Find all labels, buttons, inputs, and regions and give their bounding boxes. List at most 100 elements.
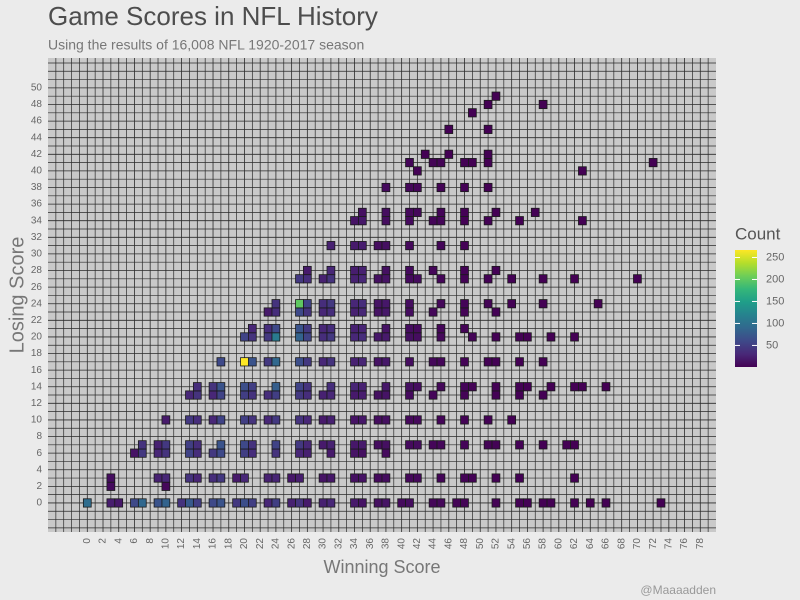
y-tick-label: 34 (31, 215, 43, 226)
heat-cell (373, 307, 383, 317)
heat-cell (483, 149, 493, 159)
heat-cell (263, 324, 273, 334)
heat-cell (381, 473, 391, 483)
x-tick-label: 70 (632, 538, 643, 550)
heat-cell (373, 299, 383, 309)
heat-cell (350, 299, 359, 309)
heat-cell (468, 158, 477, 168)
heat-cell (405, 265, 414, 276)
heat-cell (405, 440, 414, 450)
y-tick-label: 16 (31, 365, 43, 376)
heat-cell (413, 166, 422, 176)
heat-cell (287, 498, 296, 508)
heat-cell (326, 299, 336, 309)
heat-cell (460, 241, 469, 251)
heat-cell (428, 265, 438, 276)
heat-cell (413, 382, 422, 392)
heat-cell (468, 108, 477, 118)
heat-cell (326, 448, 336, 458)
colorbar (735, 250, 757, 367)
x-tick-label: 26 (286, 538, 297, 550)
heat-cell (208, 473, 218, 483)
heat-cell (303, 274, 312, 284)
heat-cell (350, 241, 359, 251)
heat-cell (216, 448, 226, 458)
heat-cell (413, 182, 422, 193)
heat-cell (247, 415, 257, 425)
heat-cell (444, 149, 454, 159)
heat-cell (436, 207, 446, 217)
heat-cell (405, 207, 414, 217)
heat-cell (436, 216, 446, 226)
heat-cell (137, 498, 147, 508)
heat-cell (263, 332, 273, 342)
heat-cell (460, 265, 469, 276)
heat-cell (185, 448, 194, 458)
heat-cell (358, 265, 367, 276)
heat-cell (483, 99, 493, 110)
heat-cell (546, 332, 556, 342)
heat-cell (413, 274, 422, 284)
heat-cell (460, 324, 469, 334)
heat-cell (436, 324, 446, 334)
y-tick-label: 14 (31, 381, 43, 392)
heat-cell (381, 390, 391, 400)
heat-cell (318, 498, 328, 508)
x-tick-label: 54 (506, 538, 517, 550)
heat-cell (405, 498, 414, 508)
x-tick-label: 10 (161, 538, 172, 550)
heat-cell (491, 265, 501, 276)
heat-cell (350, 265, 359, 276)
x-tick-label: 42 (412, 538, 423, 550)
heat-cell (491, 440, 501, 450)
heat-cell (247, 440, 257, 450)
heat-cell (538, 390, 548, 400)
heat-cell (405, 274, 414, 284)
heat-cell (460, 182, 469, 193)
heat-cell (208, 382, 218, 392)
heat-cell (271, 498, 281, 508)
colorbar-tick-label: 100 (766, 317, 784, 329)
y-tick-label: 6 (36, 448, 42, 459)
heat-cell (507, 299, 517, 309)
x-tick-label: 78 (695, 538, 706, 550)
heat-cell (483, 274, 493, 284)
heat-cell (326, 473, 336, 483)
y-tick-label: 48 (31, 99, 43, 110)
x-tick-label: 24 (271, 538, 282, 550)
heat-cell (153, 448, 163, 458)
heat-cell (358, 307, 367, 317)
x-tick-label: 12 (176, 538, 187, 550)
heat-cell (460, 299, 469, 309)
heat-cell (161, 498, 171, 508)
y-tick-label: 22 (31, 315, 43, 326)
heat-cell (491, 207, 501, 217)
heat-cell (350, 498, 359, 508)
heat-cell (295, 299, 304, 309)
heat-cell (240, 415, 249, 425)
heat-cell (271, 440, 281, 450)
heat-cell (350, 382, 359, 392)
heat-cell (381, 207, 391, 217)
heat-cell (271, 307, 281, 317)
heat-cell (161, 440, 171, 450)
heat-cell (373, 332, 383, 342)
heat-cell (326, 324, 336, 334)
heat-cell (358, 274, 367, 284)
heat-cell (350, 274, 359, 284)
heat-cell (295, 498, 304, 508)
heat-cell (405, 307, 414, 317)
heat-cell (130, 498, 139, 508)
heat-cell (295, 415, 304, 425)
heat-cell (137, 448, 147, 458)
heat-cell (350, 415, 359, 425)
heat-cell (515, 390, 524, 400)
heat-cell (585, 498, 595, 508)
heat-cell (318, 274, 328, 284)
heat-cell (397, 498, 406, 508)
heat-cell (263, 390, 273, 400)
x-tick-label: 16 (208, 538, 219, 550)
heat-cell (271, 382, 281, 392)
heat-cell (420, 149, 430, 159)
heat-cell (326, 265, 336, 276)
